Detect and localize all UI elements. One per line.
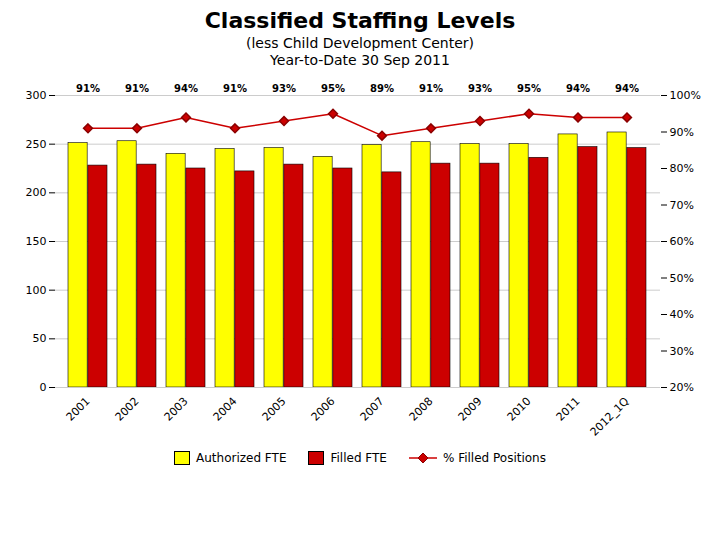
svg-text:2001: 2001 bbox=[64, 395, 93, 424]
svg-text:100: 100 bbox=[26, 284, 47, 297]
svg-text:91%: 91% bbox=[419, 83, 443, 94]
svg-text:94%: 94% bbox=[566, 83, 590, 94]
svg-text:95%: 95% bbox=[517, 83, 541, 94]
svg-text:250: 250 bbox=[26, 138, 47, 151]
svg-text:93%: 93% bbox=[468, 83, 492, 94]
html-text:Classified Staffing Levels: Classified Staffing Levels bbox=[204, 8, 516, 33]
svg-text:91%: 91% bbox=[125, 83, 149, 94]
svg-text:2011: 2011 bbox=[554, 395, 583, 424]
svg-text:150: 150 bbox=[26, 235, 47, 248]
svg-text:2012_1Q: 2012_1Q bbox=[588, 395, 632, 439]
svg-text:89%: 89% bbox=[370, 83, 394, 94]
html-text:% Filled Positions: % Filled Positions bbox=[442, 451, 546, 465]
svg-text:300: 300 bbox=[26, 89, 47, 102]
svg-text:70%: 70% bbox=[670, 199, 694, 212]
svg-text:95%: 95% bbox=[321, 83, 345, 94]
svg-text:100%: 100% bbox=[670, 89, 701, 102]
html-text:(less Child Development Center: (less Child Development Center) bbox=[246, 35, 474, 51]
html-text:Authorized FTE: Authorized FTE bbox=[196, 451, 287, 465]
svg-text:40%: 40% bbox=[670, 308, 694, 321]
svg-text:60%: 60% bbox=[670, 235, 694, 248]
svg-text:2005: 2005 bbox=[260, 395, 289, 424]
svg-text:2010: 2010 bbox=[505, 395, 534, 424]
svg-text:93%: 93% bbox=[272, 83, 296, 94]
svg-text:2008: 2008 bbox=[407, 395, 436, 424]
svg-text:80%: 80% bbox=[670, 162, 694, 175]
svg-text:2002: 2002 bbox=[113, 395, 142, 424]
html-text:Filled FTE: Filled FTE bbox=[330, 451, 387, 465]
svg-text:200: 200 bbox=[26, 186, 47, 199]
html-text:Year-to-Date 30 Sep 2011: Year-to-Date 30 Sep 2011 bbox=[270, 52, 450, 68]
svg-text:50%: 50% bbox=[670, 272, 694, 285]
svg-text:94%: 94% bbox=[174, 83, 198, 94]
svg-text:91%: 91% bbox=[223, 83, 247, 94]
svg-text:2003: 2003 bbox=[162, 395, 191, 424]
svg-text:50: 50 bbox=[33, 332, 47, 345]
svg-text:30%: 30% bbox=[670, 345, 694, 358]
svg-text:2006: 2006 bbox=[309, 395, 338, 424]
svg-text:91%: 91% bbox=[76, 83, 100, 94]
svg-text:2004: 2004 bbox=[211, 395, 240, 424]
svg-text:2007: 2007 bbox=[358, 395, 387, 424]
svg-text:0: 0 bbox=[40, 381, 47, 394]
svg-text:2009: 2009 bbox=[456, 395, 485, 424]
svg-text:90%: 90% bbox=[670, 126, 694, 139]
svg-text:20%: 20% bbox=[670, 381, 694, 394]
svg-text:94%: 94% bbox=[615, 83, 639, 94]
